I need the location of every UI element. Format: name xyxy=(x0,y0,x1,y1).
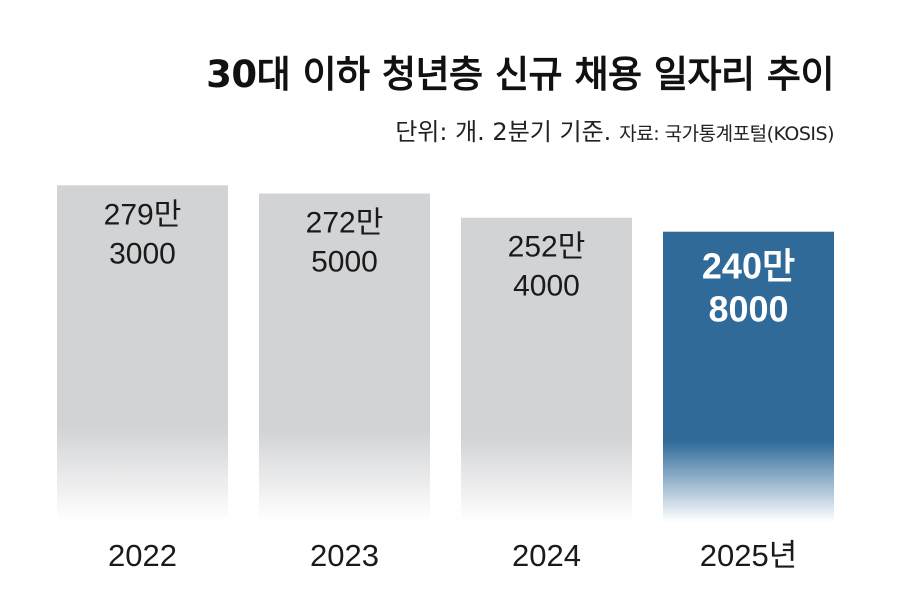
category-label-2025년: 2025년 xyxy=(700,538,797,573)
value-label-2022-line1: 279만 xyxy=(104,198,182,231)
value-label-2024-line1: 252만 xyxy=(508,231,586,264)
bar-2023 xyxy=(259,193,430,522)
category-label-2024: 2024 xyxy=(512,538,581,573)
chart-title: 30대 이하 청년층 신규 채용 일자리 추이 xyxy=(206,53,834,96)
category-label-2022: 2022 xyxy=(108,538,177,573)
value-label-2025년-line1: 240만 xyxy=(702,246,795,287)
value-label-2023-line2: 5000 xyxy=(311,245,378,278)
category-label-2023: 2023 xyxy=(310,538,379,573)
value-label-2022-line2: 3000 xyxy=(109,237,176,270)
value-label-2023-line1: 272만 xyxy=(306,206,384,239)
bar-2022 xyxy=(57,185,228,522)
unit-note: 단위: 개. 2분기 기준. xyxy=(395,118,612,146)
value-label-2024-line2: 4000 xyxy=(513,270,580,303)
bar-2024 xyxy=(461,217,632,522)
chart-subtitle: 단위: 개. 2분기 기준. 자료: 국가통계포털(KOSIS) xyxy=(395,112,834,147)
bar-2025년 xyxy=(663,231,834,522)
source-note: 자료: 국가통계포털(KOSIS) xyxy=(619,123,834,145)
value-label-2025년-line2: 8000 xyxy=(708,289,788,330)
